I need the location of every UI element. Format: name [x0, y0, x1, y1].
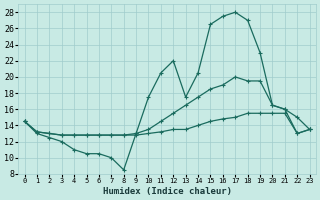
X-axis label: Humidex (Indice chaleur): Humidex (Indice chaleur) [103, 187, 232, 196]
